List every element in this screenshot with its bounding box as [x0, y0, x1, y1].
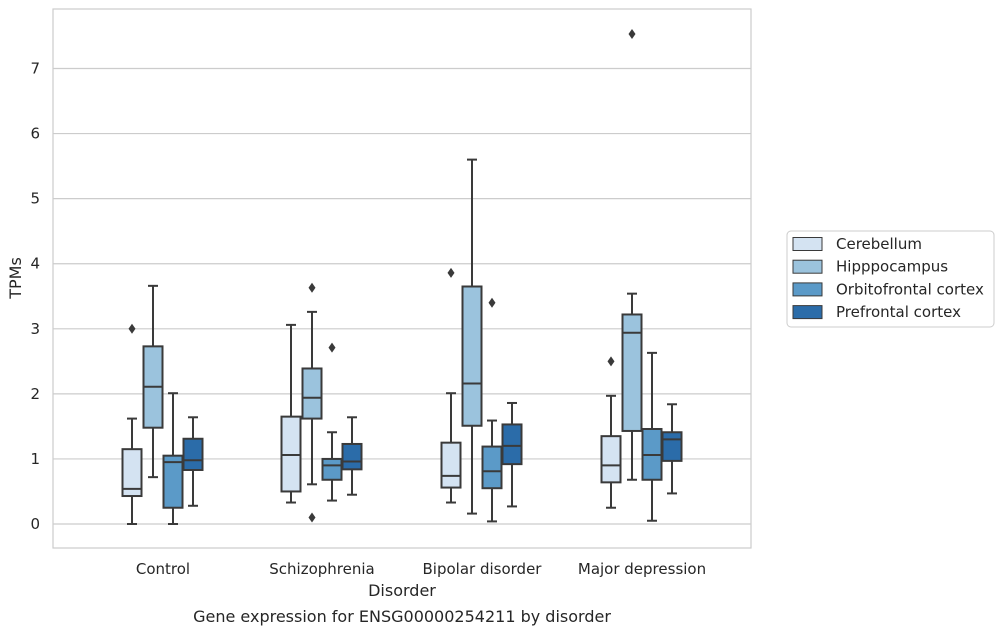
box-orbitofrontal-cortex: [162, 392, 184, 525]
box-iqr: [182, 437, 204, 471]
legend: Cerebellum Hipppocampus Orbitofrontal cort…: [786, 230, 995, 328]
legend-label: Orbitofrontal cortex: [836, 280, 984, 298]
box-iqr: [162, 454, 184, 509]
legend-swatch: [792, 282, 823, 297]
box-hipppocampus: [301, 282, 323, 523]
box-hipppocampus: [621, 29, 643, 481]
y-tick-label: 2: [30, 385, 40, 403]
box-orbitofrontal-cortex: [641, 351, 663, 522]
outlier-point: [308, 512, 316, 523]
box-cerebellum: [600, 356, 622, 509]
plot-frame: [52, 8, 752, 549]
x-tick-labels: Control Schizophrenia Bipolar disorder Majo…: [136, 560, 706, 578]
box-iqr: [121, 448, 143, 498]
box-prefrontal-cortex: [341, 416, 363, 496]
box-hipppocampus: [142, 284, 164, 479]
x-axis-label: Disorder: [368, 581, 436, 600]
box-hipppocampus: [461, 158, 483, 515]
x-tick-label: Major depression: [578, 560, 706, 578]
box-iqr: [600, 435, 622, 484]
boxes: [121, 29, 683, 525]
box-iqr: [321, 457, 343, 481]
outlier-point: [447, 267, 455, 278]
legend-swatch: [792, 259, 823, 274]
legend-label: Hipppocampus: [836, 258, 948, 276]
y-axis-label: TPMs: [6, 257, 25, 300]
x-tick-label: Schizophrenia: [269, 560, 374, 578]
legend-swatch: [792, 305, 823, 320]
y-tick-label: 0: [30, 515, 40, 533]
y-tick-label: 1: [30, 450, 40, 468]
legend-label: Prefrontal cortex: [836, 303, 961, 321]
legend-swatch: [792, 237, 823, 251]
x-tick-label: Control: [136, 560, 190, 578]
legend-label: Cerebellum: [836, 235, 922, 253]
box-iqr: [621, 313, 643, 432]
box-orbitofrontal-cortex: [481, 297, 503, 523]
legend-frame: [786, 230, 995, 328]
box-iqr: [501, 423, 523, 466]
y-tick-label: 3: [30, 320, 40, 338]
box-cerebellum: [280, 323, 302, 504]
x-tick-label: Bipolar disorder: [423, 560, 543, 578]
box-cerebellum: [440, 267, 462, 504]
box-iqr: [481, 445, 503, 490]
y-tick-labels: 0 1 2 3 4 5 6 7: [30, 60, 40, 533]
box-cerebellum: [121, 323, 143, 525]
box-iqr: [461, 285, 483, 427]
chart-caption: Gene expression for ENSG00000254211 by d…: [193, 607, 611, 626]
box-prefrontal-cortex: [182, 416, 204, 507]
outlier-point: [607, 356, 615, 367]
outlier-point: [488, 297, 496, 308]
box-prefrontal-cortex: [661, 403, 683, 495]
box-iqr: [440, 441, 462, 489]
y-tick-label: 6: [30, 125, 40, 143]
outlier-point: [328, 342, 336, 353]
box-iqr: [661, 431, 683, 462]
y-tick-label: 7: [30, 60, 40, 78]
y-tick-label: 5: [30, 190, 40, 208]
box-prefrontal-cortex: [501, 401, 523, 508]
box-orbitofrontal-cortex: [321, 342, 343, 502]
y-tick-label: 4: [30, 255, 40, 273]
box-iqr: [301, 367, 323, 420]
box-iqr: [341, 442, 363, 471]
outlier-point: [308, 282, 316, 293]
outlier-point: [128, 323, 136, 334]
outlier-point: [628, 29, 636, 40]
